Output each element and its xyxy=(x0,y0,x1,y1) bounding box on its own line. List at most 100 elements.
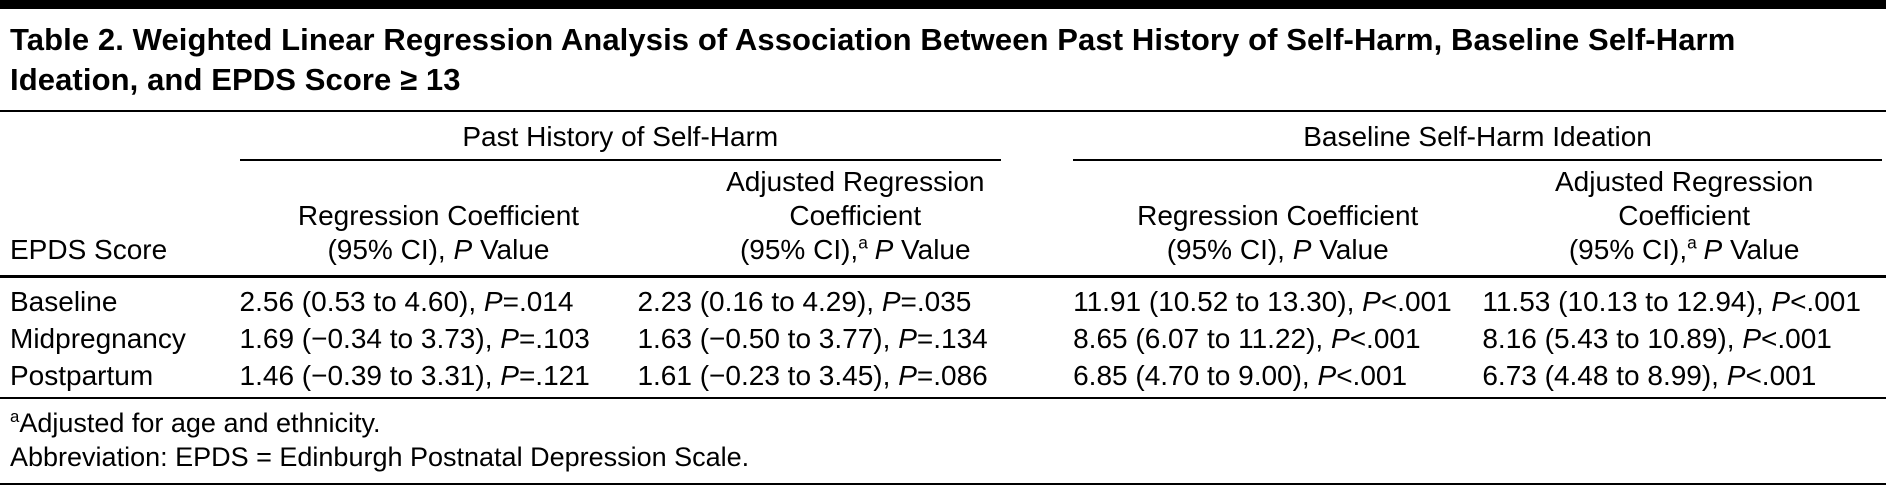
cell-estimate: 8.16 (5.43 to 10.89), xyxy=(1482,323,1743,354)
row-header-label: EPDS Score xyxy=(10,234,168,265)
footnote-marker-a: a xyxy=(858,232,868,253)
cell-midpregnancy-adj-ideation: 8.16 (5.43 to 10.89), P<.001 xyxy=(1482,320,1886,357)
regression-table: Past History of Self-Harm Baseline Self-… xyxy=(0,112,1886,399)
p-italic: P xyxy=(1362,286,1381,317)
cell-estimate: 2.23 (0.16 to 4.29), xyxy=(637,286,882,317)
cell-p-value: =.035 xyxy=(900,286,972,317)
column-group-label: Past History of Self-Harm xyxy=(239,120,1002,161)
footnote-marker-a: a xyxy=(10,407,20,426)
p-italic: P xyxy=(874,234,894,265)
cell-p-value: <.001 xyxy=(1745,360,1817,391)
row-label: Baseline xyxy=(10,286,118,317)
header-line: (95% CI), P Value xyxy=(1073,233,1482,267)
column-group-label: Baseline Self-Harm Ideation xyxy=(1073,120,1882,161)
cell-baseline-adj-past: 2.23 (0.16 to 4.29), P=.035 xyxy=(637,277,1073,321)
footnote-marker-a: a xyxy=(1687,232,1697,253)
cell-p-value: =.121 xyxy=(518,360,590,391)
header-line: (95% CI),a P Value xyxy=(1482,233,1886,267)
cell-baseline-adj-ideation: 11.53 (10.13 to 12.94), P<.001 xyxy=(1482,277,1886,321)
cell-p-value: <.001 xyxy=(1336,360,1408,391)
cell-estimate: 2.56 (0.53 to 4.60), xyxy=(239,286,484,317)
footnote-abbreviation: Abbreviation: EPDS = Edinburgh Postnatal… xyxy=(10,442,750,472)
footnote-adjusted: aAdjusted for age and ethnicity. xyxy=(10,406,1886,440)
p-italic: P xyxy=(1703,234,1723,265)
cell-p-value: =.103 xyxy=(518,323,590,354)
table-row-midpregnancy: Midpregnancy 1.69 (−0.34 to 3.73), P=.10… xyxy=(0,320,1886,357)
p-italic: P xyxy=(881,286,901,317)
cell-midpregnancy-adj-past: 1.63 (−0.50 to 3.77), P=.134 xyxy=(637,320,1073,357)
header-line: (95% CI), P Value xyxy=(240,233,638,267)
footnote-text: Adjusted for age and ethnicity. xyxy=(19,408,381,438)
p-italic: P xyxy=(500,360,519,391)
header-text: Value xyxy=(1311,234,1389,265)
header-line: Coefficient xyxy=(1618,200,1751,231)
cell-p-value: =.014 xyxy=(502,286,574,317)
cell-estimate: 6.85 (4.70 to 9.00), xyxy=(1073,360,1318,391)
cell-midpregnancy-reg-past: 1.69 (−0.34 to 3.73), P=.103 xyxy=(240,320,638,357)
title-divider-rule xyxy=(0,110,1886,112)
cell-postpartum-adj-past: 1.61 (−0.23 to 3.45), P=.086 xyxy=(637,357,1074,399)
p-italic: P xyxy=(898,323,917,354)
header-line: Coefficient xyxy=(789,200,922,231)
table-bottom-rule xyxy=(0,483,1886,485)
p-italic: P xyxy=(453,234,473,265)
column-group-baseline-self-harm-ideation: Baseline Self-Harm Ideation xyxy=(1073,112,1886,161)
header-line: Regression Coefficient xyxy=(297,200,580,231)
p-italic: P xyxy=(1331,323,1350,354)
column-header-adjusted-regression-coefficient-past-history: Adjusted Regression Coefficient (95% CI)… xyxy=(637,161,1074,278)
p-italic: P xyxy=(1292,234,1312,265)
table-row-baseline: Baseline 2.56 (0.53 to 4.60), P=.014 2.2… xyxy=(0,277,1886,321)
table-title: Table 2. Weighted Linear Regression Anal… xyxy=(10,22,1736,97)
header-text: Value xyxy=(893,234,971,265)
cell-estimate: 1.69 (−0.34 to 3.73), xyxy=(239,323,501,354)
p-italic: P xyxy=(500,323,519,354)
cell-postpartum-reg-past: 1.46 (−0.39 to 3.31), P=.121 xyxy=(239,357,638,399)
p-italic: P xyxy=(1317,360,1337,391)
header-line: Adjusted Regression xyxy=(726,166,985,197)
header-line: (95% CI),a P Value xyxy=(637,233,1073,267)
row-label: Midpregnancy xyxy=(10,323,186,354)
cell-p-value: <.001 xyxy=(1761,323,1832,354)
header-line: Regression Coefficient xyxy=(1137,200,1419,231)
p-italic: P xyxy=(483,286,503,317)
p-italic: P xyxy=(898,360,917,391)
header-text: (95% CI), xyxy=(327,234,454,265)
header-text: Value xyxy=(1722,234,1800,265)
p-italic: P xyxy=(1771,286,1791,317)
cell-p-value: <.001 xyxy=(1380,286,1452,317)
header-text: (95% CI), xyxy=(1568,234,1688,265)
row-label: Postpartum xyxy=(0,357,240,399)
column-header-regression-coefficient-past-history: Regression Coefficient (95% CI), P Value xyxy=(239,161,638,278)
cell-estimate: 1.46 (−0.39 to 3.31), xyxy=(239,360,501,391)
table-top-rule xyxy=(0,0,1886,9)
cell-postpartum-reg-ideation: 6.85 (4.70 to 9.00), P<.001 xyxy=(1073,357,1483,399)
table-footnotes: aAdjusted for age and ethnicity. Abbrevi… xyxy=(0,399,1886,483)
column-header-epds-score: EPDS Score xyxy=(0,161,240,278)
column-header-adjusted-regression-coefficient-baseline-ideation: Adjusted Regression Coefficient (95% CI)… xyxy=(1482,161,1886,278)
p-italic: P xyxy=(1726,360,1746,391)
cell-baseline-reg-past: 2.56 (0.53 to 4.60), P=.014 xyxy=(240,277,638,321)
cell-estimate: 11.91 (10.52 to 13.30), xyxy=(1073,286,1363,317)
cell-estimate: 11.53 (10.13 to 12.94), xyxy=(1482,286,1772,317)
column-group-row: Past History of Self-Harm Baseline Self-… xyxy=(0,112,1886,161)
cell-p-value: <.001 xyxy=(1349,323,1421,354)
cell-estimate: 1.61 (−0.23 to 3.45), xyxy=(637,360,899,391)
cell-p-value: =.134 xyxy=(916,323,988,354)
column-header-regression-coefficient-baseline-ideation: Regression Coefficient (95% CI), P Value xyxy=(1073,161,1483,278)
column-header-row: EPDS Score Regression Coefficient (95% C… xyxy=(0,161,1886,278)
cell-estimate: 8.65 (6.07 to 11.22), xyxy=(1073,323,1331,354)
cell-p-value: =.086 xyxy=(916,360,988,391)
cell-midpregnancy-reg-ideation: 8.65 (6.07 to 11.22), P<.001 xyxy=(1073,320,1482,357)
cell-estimate: 6.73 (4.48 to 8.99), xyxy=(1482,360,1727,391)
column-group-stub xyxy=(0,112,240,161)
header-text: (95% CI), xyxy=(739,234,859,265)
header-text: (95% CI), xyxy=(1166,234,1293,265)
p-italic: P xyxy=(1742,323,1762,354)
table-row-postpartum: Postpartum 1.46 (−0.39 to 3.31), P=.121 … xyxy=(0,357,1886,399)
cell-estimate: 1.63 (−0.50 to 3.77), xyxy=(637,323,899,354)
header-line: Adjusted Regression xyxy=(1554,166,1814,197)
cell-baseline-reg-ideation: 11.91 (10.52 to 13.30), P<.001 xyxy=(1073,277,1482,321)
column-group-past-history-of-self-harm: Past History of Self-Harm xyxy=(239,112,1074,161)
cell-p-value: <.001 xyxy=(1790,286,1861,317)
